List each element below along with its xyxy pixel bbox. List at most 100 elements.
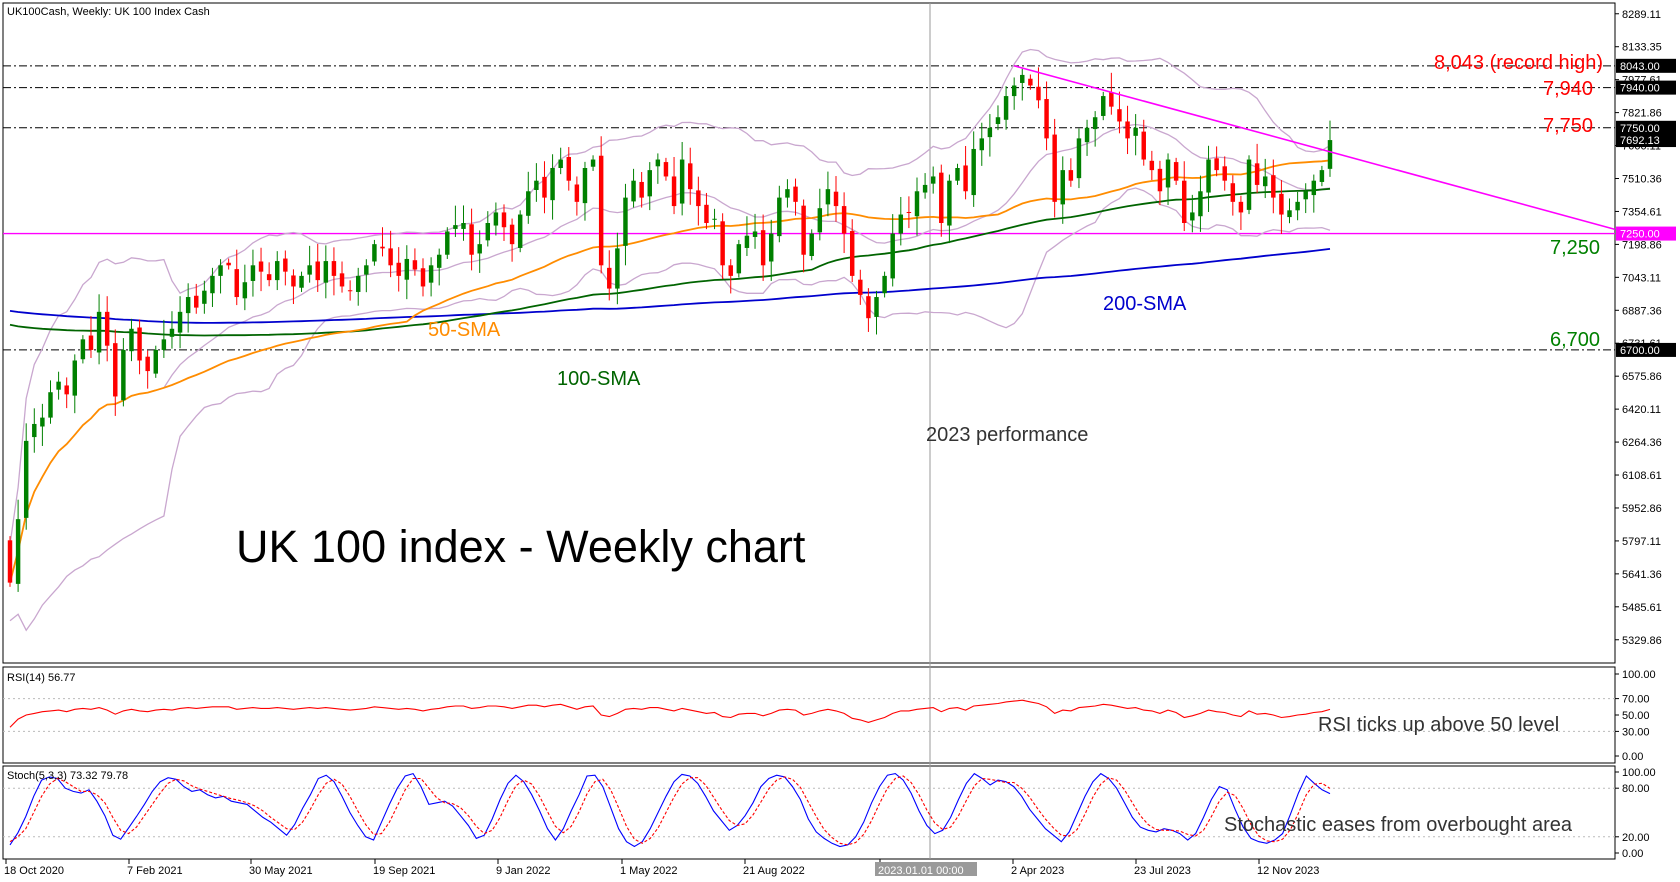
candle-body	[882, 275, 887, 294]
candle-body	[96, 311, 102, 353]
candle-body	[688, 163, 693, 190]
candle-body	[1036, 86, 1041, 101]
time-label: 18 Oct 2020	[4, 865, 64, 877]
candle-body	[372, 244, 377, 262]
level-7940-label: 7,940	[1543, 78, 1593, 100]
candle-body	[1092, 117, 1098, 130]
candle-body	[647, 170, 652, 197]
candle-body	[849, 231, 855, 276]
candle-body	[615, 248, 620, 289]
price-tick-label: 5485.61	[1622, 602, 1662, 614]
rsi-title: RSI(14) 56.77	[7, 672, 75, 684]
candle-body	[169, 328, 175, 337]
candle-body	[655, 159, 661, 167]
candle-body	[866, 296, 871, 319]
candle-body	[23, 440, 29, 518]
candle-body	[347, 290, 353, 292]
rsi-tick-label: 0.00	[1622, 751, 1643, 763]
bollinger-lower	[9, 187, 1331, 632]
candle-body	[534, 180, 539, 190]
candle-body	[412, 260, 418, 270]
stoch-annotation: Stochastic eases from overbought area	[1224, 814, 1573, 836]
candle-body	[283, 258, 288, 272]
sma50-label: 50-SMA	[428, 319, 501, 341]
candle-body	[7, 540, 13, 583]
price-tick-label: 8289.11	[1622, 9, 1661, 21]
candle-body	[720, 221, 725, 266]
candle-body	[1319, 170, 1325, 182]
candle-body	[1011, 85, 1017, 97]
price-tick-label: 6108.61	[1622, 470, 1662, 482]
candle-body	[153, 349, 158, 374]
time-label: 12 Nov 2023	[1257, 865, 1319, 877]
time-label: 1 May 2022	[620, 865, 677, 877]
candle-body	[339, 273, 345, 287]
candle-body	[752, 231, 758, 237]
price-box	[1616, 342, 1676, 357]
candle-body	[744, 235, 750, 248]
rsi-tick-label: 70.00	[1622, 694, 1650, 706]
time-label: 9 Jan 2022	[496, 865, 550, 877]
chart-title: UK 100 index - Weekly chart	[236, 521, 806, 572]
candle-body	[15, 519, 21, 584]
candle-body	[258, 261, 264, 272]
candle-body	[1101, 96, 1106, 116]
candle-body	[453, 225, 458, 229]
price-box-label: 7940.00	[1620, 83, 1660, 95]
candle-body	[963, 165, 968, 192]
candle-body	[477, 244, 482, 254]
candle-body	[760, 230, 766, 266]
candle-body	[574, 184, 580, 202]
rsi-tick-label: 50.00	[1622, 710, 1650, 722]
candle-body	[121, 349, 126, 401]
candle-body	[364, 265, 369, 275]
candle-body	[631, 180, 636, 202]
candle-body	[947, 180, 952, 226]
candle-body	[40, 417, 45, 427]
candle-body	[380, 246, 385, 249]
candle-body	[1262, 176, 1268, 187]
candle-body	[161, 339, 167, 350]
performance-2023-label: 2023 performance	[926, 424, 1088, 446]
candle-body	[461, 223, 466, 229]
time-label: 30 May 2021	[249, 865, 313, 877]
candle-body	[226, 262, 231, 266]
stoch-tick-label: 0.00	[1622, 848, 1643, 860]
price-box	[1616, 58, 1676, 73]
candle-body	[1003, 96, 1009, 120]
candle-body	[445, 231, 450, 255]
candle-body	[1246, 159, 1252, 210]
candle-body	[1133, 127, 1138, 136]
candle-body	[769, 233, 774, 262]
candle-body	[825, 189, 831, 205]
stoch-series-line	[9, 775, 1331, 846]
price-tick-label: 7043.11	[1622, 272, 1661, 284]
stoch-tick-label: 100.00	[1622, 767, 1656, 779]
candle-body	[1327, 140, 1333, 169]
candle-body	[315, 261, 320, 281]
candle-body	[194, 295, 199, 308]
rsi-series-line	[9, 699, 1331, 728]
candle-body	[32, 423, 37, 438]
stoch-series-line	[9, 772, 1331, 848]
candle-body	[979, 138, 985, 151]
candle-body	[1214, 158, 1219, 171]
candle-body	[1287, 210, 1292, 218]
candle-body	[1076, 138, 1082, 179]
candle-body	[509, 224, 515, 245]
candle-body	[218, 265, 223, 276]
candle-body	[1149, 160, 1155, 171]
candle-body	[582, 168, 588, 204]
stoch-title: Stoch(5,3,3) 73.32 79.78	[7, 770, 128, 782]
candle-body	[1295, 201, 1300, 211]
level-7250-label: 7,250	[1550, 237, 1600, 259]
price-tick-label: 5797.11	[1622, 536, 1661, 548]
candle-body	[736, 244, 742, 274]
price-tick-label: 5641.36	[1622, 569, 1662, 581]
price-plot	[3, 3, 1616, 859]
candle-body	[307, 265, 312, 275]
candle-body	[623, 197, 628, 246]
candle-body	[607, 267, 612, 289]
